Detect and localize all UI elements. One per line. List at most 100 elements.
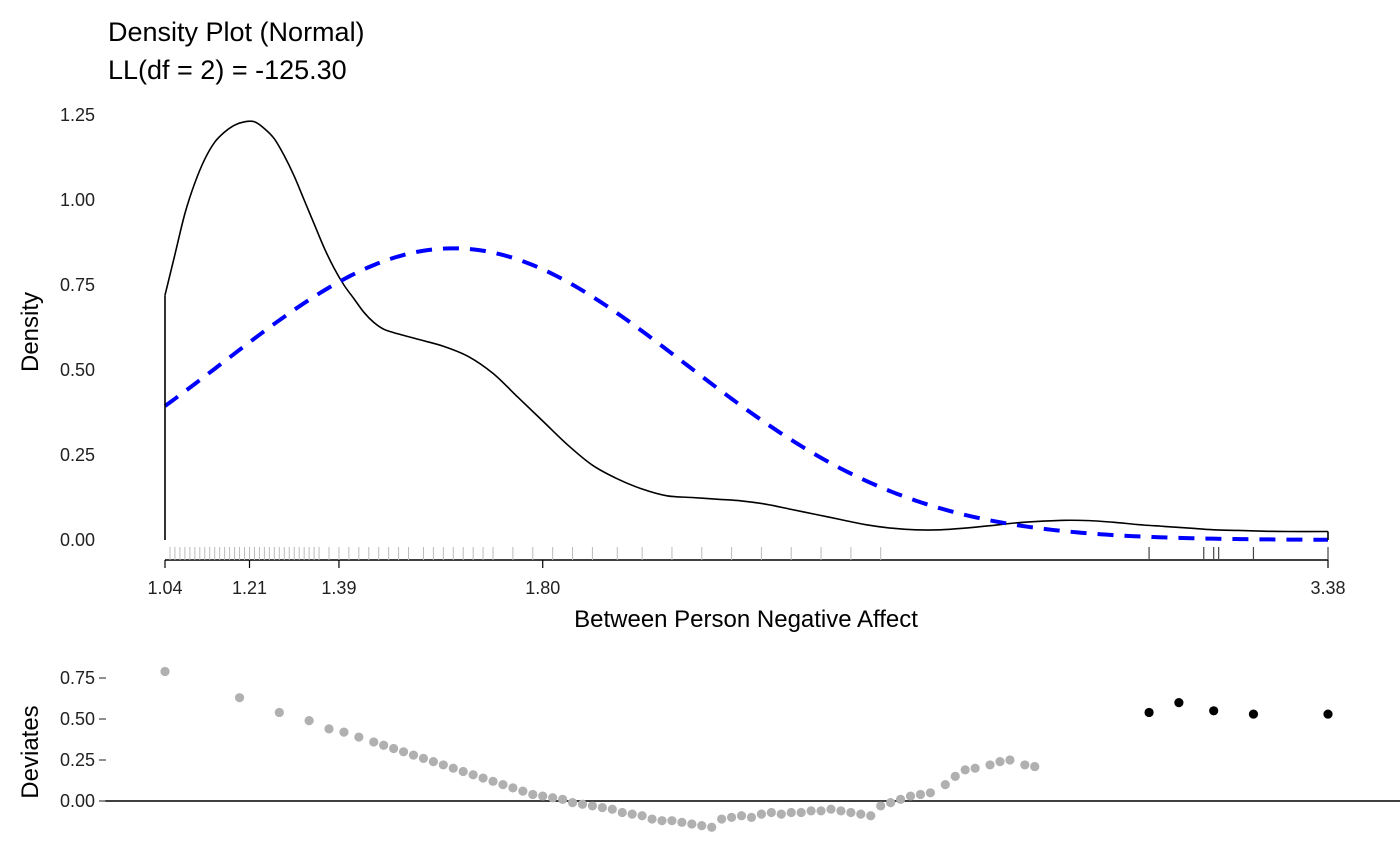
deviate-point [866,811,876,821]
deviate-point [160,666,170,677]
deviates-y-tick-label: 0.25 [60,750,95,770]
deviate-point [667,816,677,826]
deviate-point [389,743,399,754]
deviate-point [816,806,826,816]
density-x-tick-label: 1.04 [147,578,182,598]
deviate-point [950,771,960,782]
y-axis-label: Density [17,292,44,372]
density-x-tick-label: 3.38 [1310,578,1345,598]
rug-marks [169,547,1329,560]
deviates-y-ticks: 0.00 0.25 0.50 0.75 [60,668,106,811]
density-y-tick-label: 0.25 [60,445,95,465]
deviates-panel: 0.00 0.25 0.50 0.75 Deviates [17,666,1400,832]
deviate-point [995,757,1005,767]
deviate-point [726,812,737,823]
deviate-point [577,799,588,809]
deviate-point [915,789,926,800]
deviate-point [776,809,786,819]
deviate-point [339,727,349,737]
deviates-axis-label: Deviates [17,705,44,798]
deviate-point [448,763,458,773]
deviate-point [895,794,906,804]
density-x-tick-label: 1.21 [232,578,267,598]
density-x-tick-label: 1.39 [321,578,356,598]
empirical-density-curve [164,120,1329,533]
deviate-point [736,811,747,821]
deviate-point [597,802,607,813]
deviate-point [960,765,970,775]
deviate-point [905,791,916,801]
deviate-point-extreme [1248,709,1259,719]
chart-title: Density Plot (Normal) [108,17,365,47]
deviate-point [458,766,468,777]
deviate-point [558,794,568,804]
deviate-point [607,804,617,814]
deviate-point [836,806,846,816]
deviate-point [627,809,637,819]
deviate-point [786,807,796,818]
deviate-point [418,753,429,763]
deviate-point [876,801,886,811]
deviate-point [856,809,866,819]
deviates-y-tick-label: 0.75 [60,668,95,688]
deviate-point [538,791,548,801]
deviate-point [1030,761,1040,772]
deviate-point [677,817,687,827]
deviate-point [697,821,707,831]
density-x-tick-label: 1.80 [525,578,560,598]
deviate-point-extreme [1174,698,1184,708]
deviate-point [548,793,558,803]
deviate-point [637,811,647,821]
density-y-tick-label: 0.75 [60,275,95,295]
deviate-point [518,786,528,796]
deviates-y-tick-label: 0.50 [60,709,95,729]
deviate-point [886,798,896,808]
deviate-point [488,776,498,786]
x-axis-label: Between Person Negative Affect [574,606,918,633]
deviate-point [707,822,717,832]
density-y-tick-label: 1.00 [60,190,95,210]
deviate-point [746,812,757,823]
density-panel: 0.00 0.25 0.50 0.75 1.00 1.25 1.04 1.21 1.39 1.8… [17,105,1346,633]
deviate-point [274,707,284,718]
deviate-point-extreme [1323,709,1333,719]
density-y-tick-label: 0.50 [60,360,95,380]
deviates-y-tick-label: 0.00 [60,791,95,811]
deviate-point [940,780,950,790]
deviate-point-extreme [1209,706,1219,716]
deviate-point [354,732,364,742]
density-y-tick-label: 0.00 [60,530,95,550]
deviate-point [647,814,657,824]
deviate-point [717,814,727,824]
deviate-point [478,773,488,783]
normal-density-curve [163,246,1329,542]
density-x-ticks: 1.04 1.21 1.39 1.80 3.38 [147,560,1346,598]
deviate-point [587,801,598,811]
deviate-point [528,789,538,800]
deviate-point [438,760,448,770]
chart-subtitle: LL(df = 2) = -125.30 [108,55,347,85]
deviate-point [408,750,419,760]
deviate-point [428,757,438,767]
deviate-point [687,819,697,829]
deviate-point [826,804,836,814]
deviate-point [304,716,314,726]
deviate-point [498,780,508,790]
density-y-tick-label: 1.25 [60,105,95,125]
deviate-point [766,807,776,818]
deviate-point [806,806,816,816]
deviate-point [1020,760,1030,770]
deviate-point-extreme [1144,707,1154,718]
deviate-point [756,809,767,819]
deviate-point [617,807,627,818]
deviate-point [369,737,379,747]
deviate-point [234,693,245,703]
deviates-points [160,666,1333,832]
deviate-point [379,740,389,750]
deviate-point [1005,755,1015,765]
deviate-point [508,783,518,793]
deviate-point [567,798,578,808]
deviate-point [985,760,995,770]
deviate-point [657,816,667,826]
